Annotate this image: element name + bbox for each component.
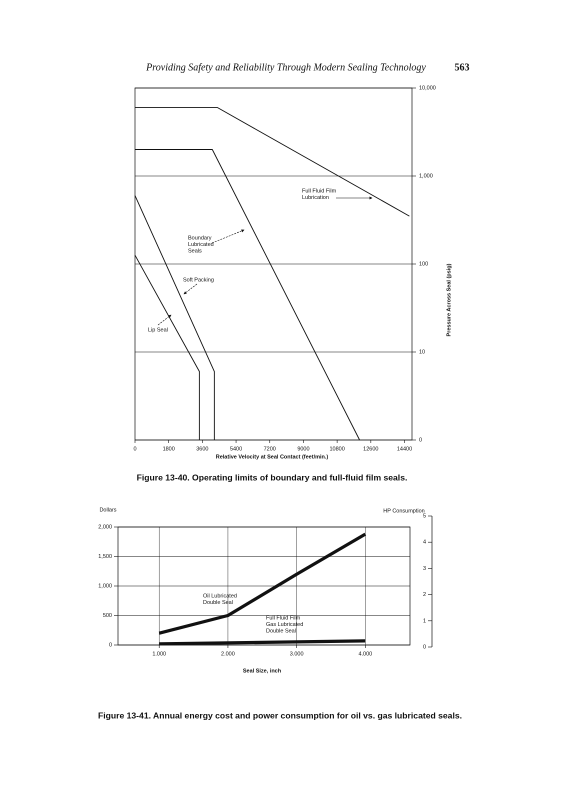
y2-tick-label: 0 <box>423 644 426 650</box>
y2-tick-label: 2 <box>423 592 426 598</box>
y2-tick-label: 1 <box>423 618 426 624</box>
series-line <box>134 195 215 440</box>
y-tick-label: 0 <box>419 437 422 443</box>
annotation: Full Fluid Film <box>302 188 337 194</box>
series-line <box>135 149 360 441</box>
annotation: Double Seal <box>203 600 233 606</box>
annotation-arrow <box>183 283 198 295</box>
x-tick-label: 9000 <box>297 446 309 452</box>
series-line <box>134 254 200 440</box>
x-tick-label: 1.000 <box>152 651 166 657</box>
running-header: Providing Safety and Reliability Through… <box>145 62 426 73</box>
annotation-arrow <box>211 229 245 244</box>
annotation: Boundary <box>188 235 212 241</box>
y-tick-label: 100 <box>419 261 428 267</box>
y-tick-label: 0 <box>109 642 112 648</box>
x-axis-label: Relative Velocity at Seal Contact (feet/… <box>216 454 329 460</box>
y-tick-label: 10,000 <box>419 85 436 91</box>
x-tick-label: 7200 <box>264 446 276 452</box>
x-tick-label: 3.000 <box>290 651 304 657</box>
annotation: Oil Lubricated <box>203 593 237 599</box>
annotation: Lip Seal <box>148 327 168 333</box>
annotation: Lubrication <box>302 195 329 201</box>
annotation: Full Fluid Film <box>266 615 301 621</box>
annotation: Lubricated <box>188 242 214 248</box>
y-axis-label: Dollars <box>99 507 116 513</box>
y-axis-label: Pressure Across Seal (psig) <box>446 263 452 336</box>
x-tick-label: 5400 <box>230 446 242 452</box>
x-tick-label: 4.000 <box>358 651 372 657</box>
x-tick-label: 12600 <box>363 446 378 452</box>
annotation: Double Seal <box>266 628 296 634</box>
y-tick-label: 500 <box>103 613 112 619</box>
y-tick-label: 1,000 <box>419 173 433 179</box>
annotation: Gas Lubricated <box>266 622 303 628</box>
y-tick-label: 1,000 <box>98 583 112 589</box>
y-tick-label: 10 <box>419 349 425 355</box>
annotation: Seals <box>188 248 202 254</box>
y-tick-label: 1,500 <box>98 554 112 560</box>
y2-tick-label: 3 <box>423 566 426 572</box>
x-tick-label: 10800 <box>329 446 344 452</box>
y-tick-label: 2,000 <box>98 524 112 530</box>
page-number: 563 <box>455 62 470 73</box>
series-line <box>135 107 410 217</box>
x-tick-label: 1800 <box>163 446 175 452</box>
figure-caption: Figure 13-41. Annual energy cost and pow… <box>98 710 462 720</box>
x-tick-label: 0 <box>133 446 136 452</box>
series-line <box>159 639 366 646</box>
x-tick-label: 2.000 <box>221 651 235 657</box>
annotation: Soft Packing <box>183 277 214 283</box>
x-tick-label: 3600 <box>196 446 208 452</box>
figure-caption: Figure 13-40. Operating limits of bounda… <box>137 472 408 482</box>
x-tick-label: 14400 <box>397 446 412 452</box>
series-line <box>158 532 367 635</box>
y2-tick-label: 4 <box>423 540 426 546</box>
y2-tick-label: 5 <box>423 513 426 519</box>
x-axis-label: Seal Size, inch <box>243 668 282 674</box>
y2-axis-label: HP Consumption <box>383 508 424 514</box>
